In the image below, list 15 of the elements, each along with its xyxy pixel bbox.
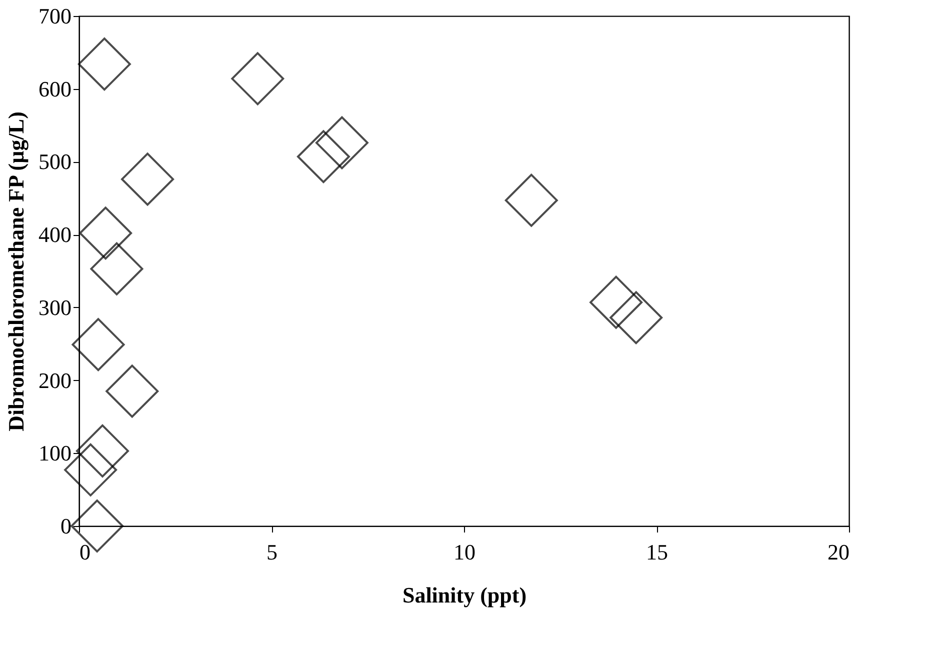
x-axis-title: Salinity (ppt) <box>402 582 527 608</box>
x-tick-label: 20 <box>828 540 850 564</box>
y-tick-label: 0 <box>60 514 72 538</box>
y-tick-label: 400 <box>38 222 72 248</box>
y-tick-label: 100 <box>38 440 72 466</box>
y-tick-label: 500 <box>38 149 72 174</box>
y-tick-label: 700 <box>38 4 72 28</box>
y-tick-label: 200 <box>38 368 72 393</box>
x-tick-label: 5 <box>266 540 278 564</box>
x-tick-label: 15 <box>646 540 668 564</box>
y-tick-label: 600 <box>38 76 72 102</box>
x-tick-label: 10 <box>454 540 476 564</box>
y-tick-label: 300 <box>38 294 72 320</box>
y-axis-title: Dibromochloromethane FP (µg/L) <box>4 112 28 432</box>
x-tick-label: 0 <box>80 540 90 564</box>
